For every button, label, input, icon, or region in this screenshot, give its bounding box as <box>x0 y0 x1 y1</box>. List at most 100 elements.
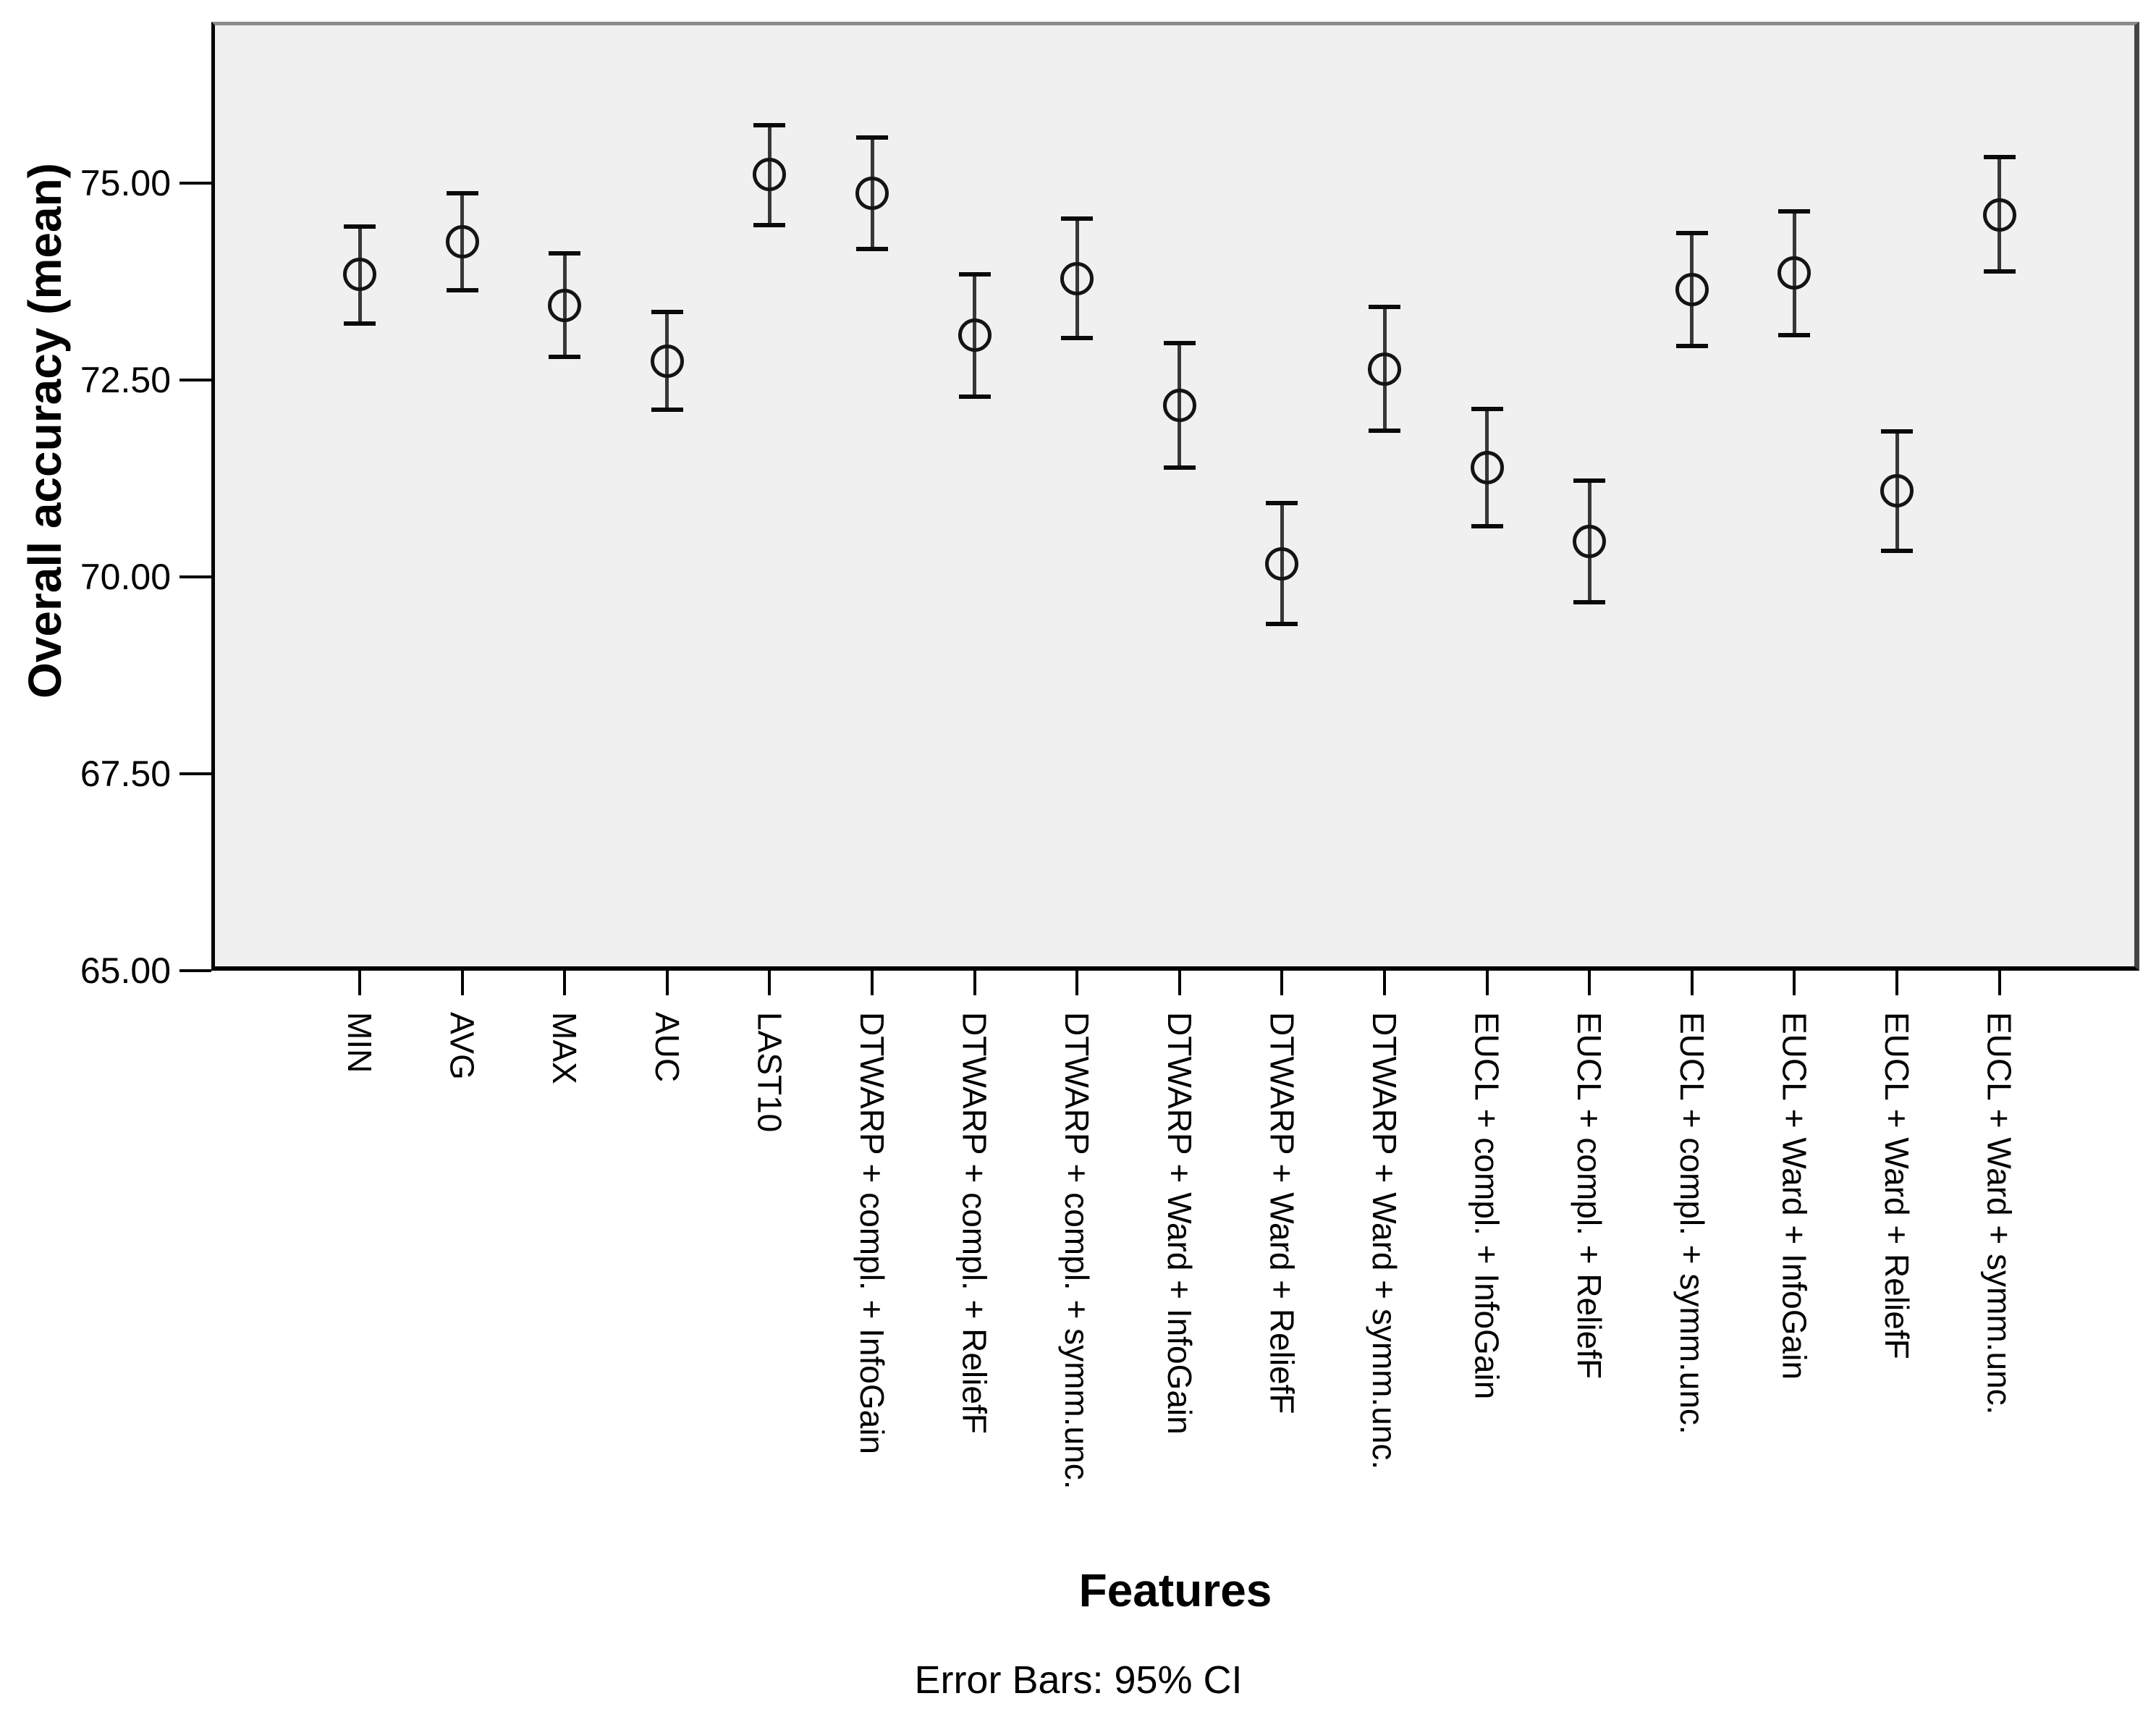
error-bar-cap-bottom <box>1061 336 1094 341</box>
y-tick <box>179 772 211 775</box>
error-bar-cap-top <box>753 122 786 127</box>
y-tick <box>179 575 211 579</box>
y-tick-label: 75.00 <box>80 163 171 204</box>
category-label: DTWARP + compl. + ReliefF <box>955 1012 994 1434</box>
error-bar-cap-bottom <box>446 287 478 292</box>
mean-marker <box>548 288 582 322</box>
mean-marker <box>1573 525 1607 559</box>
error-bar-cap-bottom <box>753 222 786 227</box>
x-tick <box>563 971 567 995</box>
category-label: MIN <box>341 1012 379 1073</box>
mean-marker <box>1368 352 1401 386</box>
mean-marker <box>1982 198 2016 232</box>
error-bar-cap-bottom <box>1881 549 1913 554</box>
category-label: DTWARP + Ward + symm.unc. <box>1366 1012 1403 1470</box>
error-bar-cap-top <box>1369 304 1400 309</box>
category-label: DTWARP + Ward + InfoGain <box>1160 1012 1199 1435</box>
error-bar-cap-bottom <box>1983 269 2016 274</box>
y-tick-label: 67.50 <box>80 754 171 794</box>
y-tick <box>179 379 211 382</box>
x-tick <box>973 971 976 995</box>
x-tick <box>1485 971 1489 995</box>
category-label: AUC <box>648 1012 686 1083</box>
mean-marker <box>445 224 479 258</box>
category-label: DTWARP + compl. + symm.unc. <box>1058 1012 1096 1490</box>
error-bar-cap-bottom <box>1163 465 1196 470</box>
error-bar-cap-top <box>1983 155 2016 160</box>
x-tick <box>1588 971 1591 995</box>
x-tick <box>1178 971 1181 995</box>
category-label: LAST10 <box>751 1012 789 1133</box>
mean-marker <box>343 258 376 292</box>
x-tick <box>871 971 874 995</box>
error-bar-cap-bottom <box>1266 622 1298 627</box>
error-bar-cap-bottom <box>1471 524 1503 529</box>
y-axis-title: Overall accuracy (mean) <box>19 163 71 699</box>
x-tick <box>1383 971 1386 995</box>
error-bar-cap-top <box>1675 230 1708 235</box>
error-bar-cap-bottom <box>651 408 683 413</box>
category-label: EUCL + compl. + symm.unc. <box>1673 1012 1711 1435</box>
mean-marker <box>1470 450 1504 484</box>
error-bar-cap-top <box>958 272 991 277</box>
error-bar-cap-bottom <box>1675 344 1708 349</box>
x-tick <box>1998 971 2001 995</box>
error-bar-cap-bottom <box>549 355 581 360</box>
mean-marker <box>753 158 787 192</box>
x-tick <box>1280 971 1284 995</box>
category-label: DTWARP + compl. + InfoGain <box>853 1012 891 1455</box>
x-axis-title: Features <box>1078 1564 1272 1616</box>
category-label: EUCL + compl. + ReliefF <box>1571 1012 1609 1380</box>
category-label: EUCL + compl. + InfoGain <box>1468 1012 1506 1400</box>
error-bar-cap-top <box>344 224 376 229</box>
error-bar-cap-bottom <box>1573 599 1606 604</box>
error-bar-cap-top <box>1471 407 1503 412</box>
y-tick-label: 72.50 <box>80 360 171 401</box>
category-label: MAX <box>546 1012 584 1084</box>
category-label: DTWARP + Ward + ReliefF <box>1263 1012 1301 1414</box>
mean-marker <box>1265 547 1299 581</box>
mean-marker <box>650 344 684 378</box>
error-bar-cap-top <box>651 310 683 315</box>
x-tick <box>358 971 361 995</box>
x-tick <box>665 971 669 995</box>
mean-marker <box>957 318 992 352</box>
error-bars-caption: Error Bars: 95% CI <box>914 1658 1243 1702</box>
x-tick <box>1793 971 1796 995</box>
error-bar-cap-bottom <box>344 321 376 326</box>
x-tick <box>460 971 464 995</box>
error-bar-cap-top <box>1573 478 1606 484</box>
mean-marker <box>1675 272 1709 306</box>
mean-marker <box>1060 261 1094 295</box>
error-bar-cap-bottom <box>958 394 991 399</box>
plot-area <box>211 22 2139 971</box>
error-bar-cap-top <box>1778 209 1811 214</box>
error-bar-cap-top <box>856 135 888 140</box>
mean-marker <box>1777 256 1812 290</box>
error-bar-cap-top <box>1266 500 1298 505</box>
error-bar-cap-bottom <box>856 247 888 252</box>
error-bar-cap-bottom <box>1369 428 1400 433</box>
category-label: EUCL + Ward + ReliefF <box>1878 1012 1916 1359</box>
y-tick <box>179 969 211 972</box>
x-tick <box>1895 971 1898 995</box>
x-tick <box>1075 971 1079 995</box>
x-tick <box>1690 971 1694 995</box>
mean-marker <box>1880 474 1914 508</box>
category-label: EUCL + Ward + symm.unc. <box>1980 1012 2018 1415</box>
mean-marker <box>855 177 889 211</box>
x-tick <box>768 971 771 995</box>
error-bar-cap-top <box>549 250 581 256</box>
error-bar-cap-top <box>1881 429 1913 434</box>
category-label: EUCL + Ward + InfoGain <box>1775 1012 1814 1380</box>
y-tick <box>179 182 211 185</box>
error-bar-cap-top <box>446 191 478 196</box>
mean-marker <box>1162 388 1196 422</box>
error-bar-cap-bottom <box>1778 333 1811 337</box>
category-label: AVG <box>443 1012 481 1080</box>
error-bar-cap-top <box>1163 340 1196 345</box>
y-tick-label: 65.00 <box>80 950 171 991</box>
y-tick-label: 70.00 <box>80 557 171 598</box>
error-bar-cap-top <box>1061 216 1094 221</box>
